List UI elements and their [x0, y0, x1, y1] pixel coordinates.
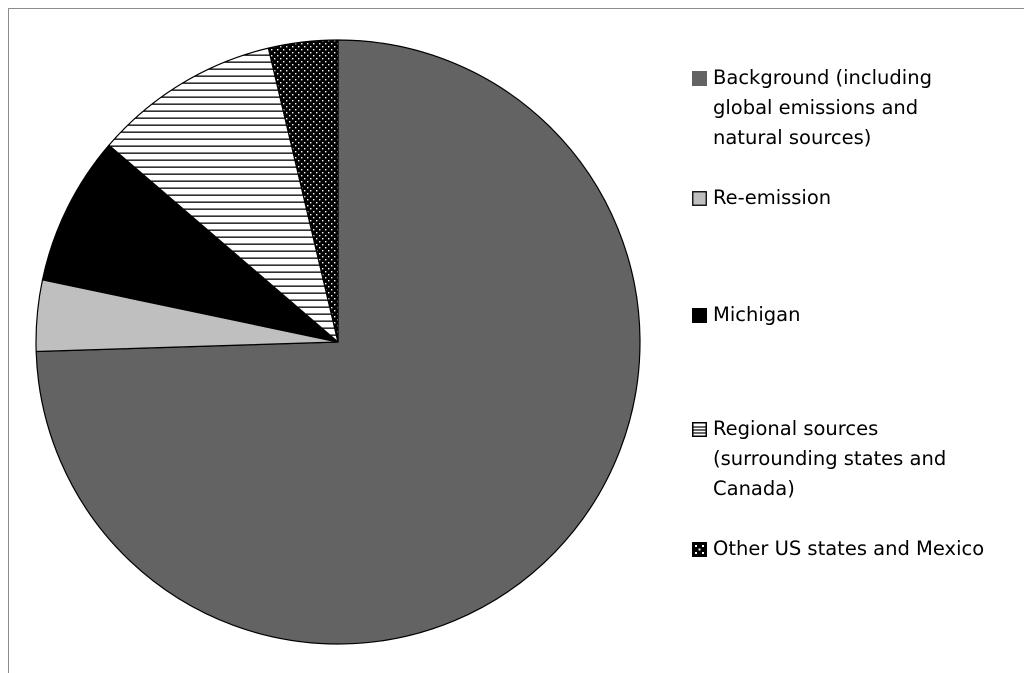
legend-item-regional-sources: Regional sources (surrounding states and…	[692, 414, 946, 504]
chart-legend: Background (including global emissions a…	[692, 0, 1022, 673]
legend-swatch-re-emission	[692, 191, 707, 206]
legend-swatch-background	[692, 71, 707, 86]
pie-slice-other-us-states	[267, 39, 339, 343]
pie-slice-michigan	[41, 144, 339, 343]
legend-item-other-us-states: Other US states and Mexico	[692, 534, 984, 564]
legend-label-regional-sources: Regional sources (surrounding states and…	[713, 417, 947, 500]
legend-item-re-emission: Re-emission	[692, 183, 831, 213]
legend-swatch-regional-sources	[692, 422, 707, 437]
legend-label-michigan: Michigan	[713, 303, 801, 326]
pie-chart	[35, 39, 641, 645]
legend-item-background: Background (including global emissions a…	[692, 63, 932, 153]
legend-swatch-other-us-states	[692, 542, 707, 557]
pie-slice-regional-sources	[108, 47, 339, 343]
legend-label-other-us-states: Other US states and Mexico	[713, 537, 985, 560]
legend-label-re-emission: Re-emission	[713, 186, 832, 209]
legend-swatch-michigan	[692, 308, 707, 323]
legend-item-michigan: Michigan	[692, 300, 800, 330]
legend-label-background: Background (including global emissions a…	[713, 66, 932, 149]
